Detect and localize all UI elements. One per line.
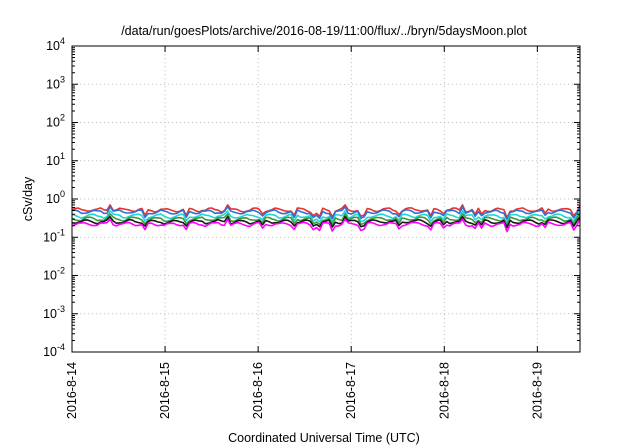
y-axis: 10-4 10-3 10-2 10-1 100 101 102 103 104 <box>43 36 580 359</box>
y-tick-label: 104 <box>46 36 65 53</box>
series-line <box>71 218 581 233</box>
y-tick-label: 10-1 <box>43 227 65 244</box>
series-line <box>71 213 581 227</box>
y-tick-label: 10-4 <box>43 342 65 359</box>
x-axis: 2016-8-14 2016-8-15 2016-8-16 2016-8-17 2016… <box>65 46 544 419</box>
y-tick-label: 102 <box>46 113 65 130</box>
x-axis-label: Coordinated Universal Time (UTC) <box>228 431 420 445</box>
x-tick-label: 2016-8-14 <box>65 362 79 419</box>
y-axis-label: cSv/day <box>21 176 35 221</box>
y-tick-label: 100 <box>46 189 65 206</box>
x-tick-label: 2016-8-16 <box>251 362 265 419</box>
x-tick-label: 2016-8-17 <box>344 362 358 419</box>
series-line <box>71 206 581 221</box>
series-line <box>71 215 581 229</box>
chart-title: /data/run/goesPlots/archive/2016-08-19/1… <box>121 24 527 38</box>
x-tick-label: 2016-8-19 <box>530 362 544 419</box>
grid <box>72 46 580 352</box>
series-lines <box>71 204 581 233</box>
series-line <box>71 204 581 219</box>
y-tick-label: 103 <box>46 74 65 91</box>
y-tick-label: 101 <box>46 151 65 168</box>
x-tick-label: 2016-8-15 <box>158 362 172 419</box>
y-tick-label: 10-2 <box>43 266 65 283</box>
series-line <box>71 210 581 224</box>
x-tick-label: 2016-8-18 <box>437 362 451 419</box>
y-tick-label: 10-3 <box>43 304 65 321</box>
